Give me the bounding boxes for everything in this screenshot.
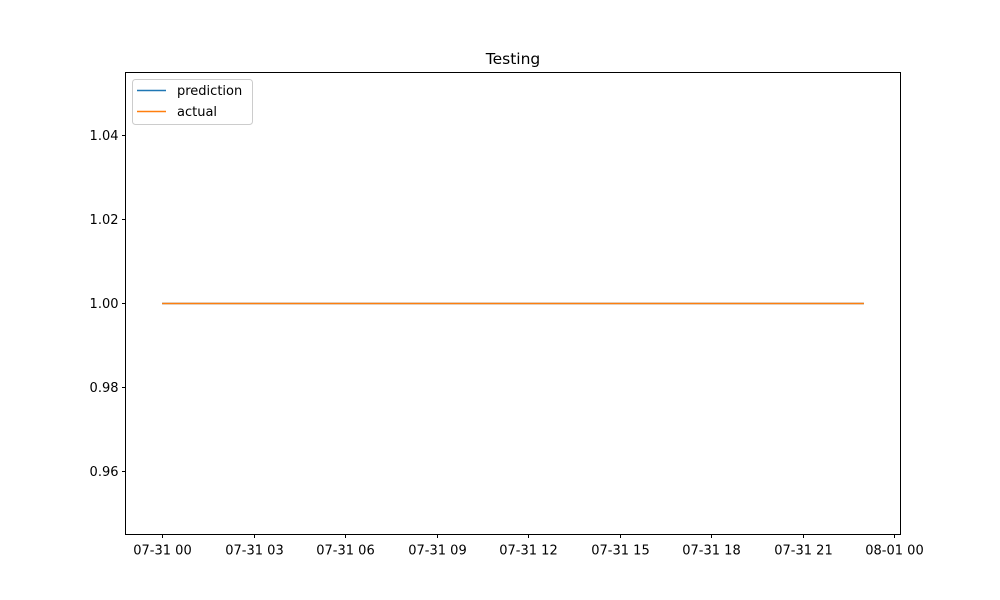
legend-label-actual: actual bbox=[177, 105, 217, 120]
x-tick-label: 07-31 21 bbox=[774, 544, 832, 559]
x-tick-label: 07-31 18 bbox=[682, 544, 740, 559]
y-tick-label: 1.04 bbox=[90, 129, 119, 144]
x-tick-label: 07-31 12 bbox=[499, 544, 557, 559]
x-tick-label: 07-31 00 bbox=[133, 544, 191, 559]
y-tick-label: 0.98 bbox=[90, 381, 119, 396]
x-tick-label: 08-01 00 bbox=[865, 544, 923, 559]
x-axis: 07-31 00 07-31 03 07-31 06 07-31 09 07-31 12… bbox=[133, 534, 924, 559]
x-tick-label: 07-31 03 bbox=[225, 544, 283, 559]
y-tick-label: 0.96 bbox=[90, 465, 119, 480]
x-tick-label: 07-31 09 bbox=[408, 544, 466, 559]
y-tick-label: 1.02 bbox=[90, 213, 119, 228]
x-tick-label: 07-31 06 bbox=[316, 544, 374, 559]
y-tick-label: 1.00 bbox=[90, 297, 119, 312]
x-tick-label: 07-31 15 bbox=[591, 544, 649, 559]
y-axis: 0.96 0.98 1.00 1.02 1.04 bbox=[90, 129, 126, 480]
legend-label-prediction: prediction bbox=[177, 84, 242, 99]
chart-title: Testing bbox=[485, 50, 541, 68]
legend: prediction actual bbox=[132, 79, 253, 125]
